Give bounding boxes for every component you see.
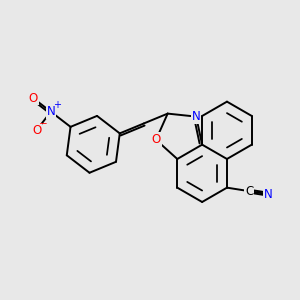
Text: O: O	[152, 133, 160, 146]
Text: +: +	[53, 100, 61, 110]
Text: −: −	[39, 119, 48, 129]
Text: N: N	[46, 105, 55, 118]
Text: O: O	[28, 92, 38, 104]
Text: C: C	[245, 185, 253, 198]
Text: N: N	[263, 188, 272, 201]
Text: N: N	[192, 110, 200, 123]
Text: O: O	[32, 124, 41, 137]
